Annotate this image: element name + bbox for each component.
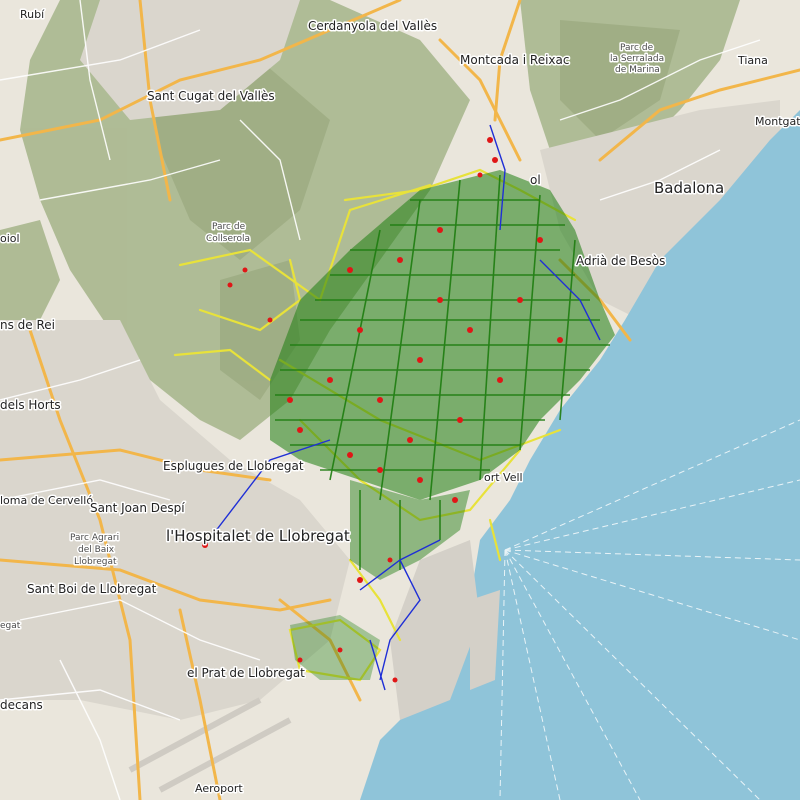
label-hospitalet: l'Hospitalet de Llobregat xyxy=(166,527,350,545)
label-collserola-1: Parc de xyxy=(212,222,246,232)
label-serralada-1: Parc de xyxy=(620,43,654,53)
label-cerdanyola: Cerdanyola del Vallès xyxy=(308,19,437,33)
label-badalona: Badalona xyxy=(654,179,724,197)
label-aeroport: Aeroport xyxy=(195,782,243,795)
label-molins: dels Horts xyxy=(0,398,61,412)
airport xyxy=(128,697,292,793)
label-viladecans: decans xyxy=(0,698,43,712)
label-esplugues: Esplugues de Llobregat xyxy=(163,459,304,473)
network-overlay xyxy=(173,124,615,691)
label-gat: egat xyxy=(0,621,21,631)
label-montgat: Montgat xyxy=(755,115,800,128)
label-sant-boi: Sant Boi de Llobregat xyxy=(27,582,157,596)
label-feliu: ns de Rei xyxy=(0,318,55,332)
label-pujol: oiol xyxy=(0,232,20,245)
label-nou-barris: ol xyxy=(530,173,541,187)
label-sant-joan: Sant Joan Despí xyxy=(90,501,185,515)
network-blue-lines xyxy=(204,124,601,691)
label-port-vell: ort Vell xyxy=(484,471,523,484)
label-parc-agrari-3: Llobregat xyxy=(74,557,117,567)
urban-areas xyxy=(0,0,780,720)
label-sant-cugat: Sant Cugat del Vallès xyxy=(147,89,275,103)
label-collserola-2: Collserola xyxy=(206,234,250,244)
label-parc-agrari-2: del Baix xyxy=(78,545,115,555)
label-tiana: Tiana xyxy=(737,54,768,67)
label-coloma: loma de Cervelló xyxy=(0,494,93,507)
minor-roads xyxy=(0,0,761,800)
network-green-edges xyxy=(275,174,610,570)
label-rubi: Rubí xyxy=(20,8,45,21)
label-serralada-2: la Serralada xyxy=(610,54,664,64)
network-red-stops xyxy=(202,137,563,683)
sea-lanes xyxy=(499,419,800,800)
label-prat: el Prat de Llobregat xyxy=(187,666,305,680)
label-serralada-3: de Marina xyxy=(615,65,660,75)
label-montcada: Montcada i Reixac xyxy=(460,53,569,67)
label-parc-agrari-1: Parc Agrari xyxy=(70,533,119,543)
label-adria: Adrià de Besòs xyxy=(576,254,665,268)
place-labels: Rubí Cerdanyola del Vallès Montcada i Re… xyxy=(0,7,800,797)
